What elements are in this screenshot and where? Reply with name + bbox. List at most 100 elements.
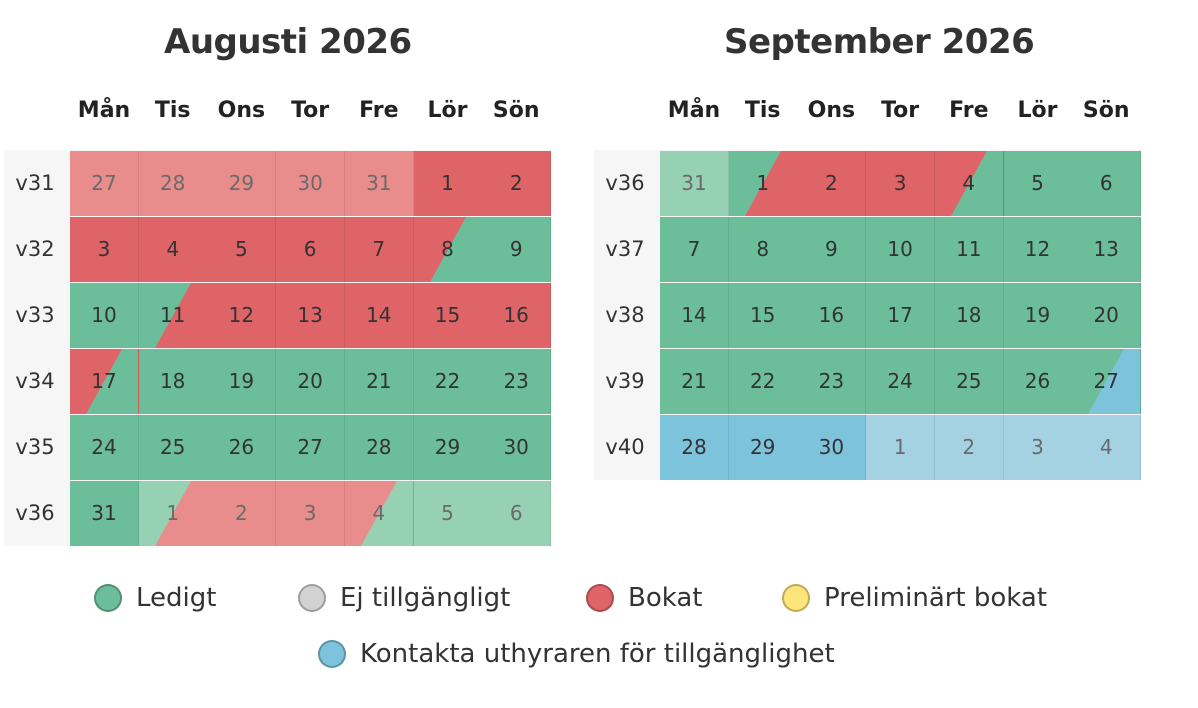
day-cell[interactable]: 27 [276, 415, 346, 480]
day-cell[interactable]: 24 [70, 415, 139, 480]
changeover-split-icon [360, 481, 413, 546]
day-number: 1 [166, 501, 180, 525]
day-number: 1 [756, 171, 770, 195]
day-cell[interactable]: 8 [413, 217, 483, 282]
day-cell[interactable]: 22 [413, 349, 483, 414]
day-cell[interactable]: 28 [344, 415, 414, 480]
day-cell[interactable]: 18 [934, 283, 1004, 348]
month-title: September 2026 [724, 22, 1035, 62]
day-cell[interactable]: 17 [70, 349, 139, 414]
day-cell[interactable]: 2 [207, 481, 277, 546]
day-cell[interactable]: 12 [207, 283, 277, 348]
day-cell[interactable]: 1 [866, 415, 936, 480]
day-cell[interactable]: 16 [482, 283, 552, 348]
day-cell[interactable]: 12 [1003, 217, 1073, 282]
day-cell[interactable]: 16 [797, 283, 867, 348]
day-number: 25 [159, 435, 186, 459]
day-cell[interactable]: 4 [934, 151, 1004, 216]
day-cell[interactable]: 3 [70, 217, 139, 282]
day-cell[interactable]: 1 [413, 151, 483, 216]
day-cell[interactable]: 28 [660, 415, 729, 480]
day-cell[interactable]: 2 [934, 415, 1004, 480]
day-cell[interactable]: 31 [344, 151, 414, 216]
day-number: 4 [962, 171, 976, 195]
day-cell[interactable]: 5 [207, 217, 277, 282]
changeover-split-icon [86, 349, 138, 414]
day-cell[interactable]: 14 [660, 283, 729, 348]
day-number: 12 [228, 303, 255, 327]
day-number: 15 [434, 303, 461, 327]
day-cell[interactable]: 5 [1003, 151, 1073, 216]
day-cell[interactable]: 27 [1072, 349, 1142, 414]
day-cell[interactable]: 23 [482, 349, 552, 414]
day-number: 14 [366, 303, 392, 327]
day-cell[interactable]: 3 [276, 481, 346, 546]
day-cell[interactable]: 18 [138, 349, 208, 414]
day-cell[interactable]: 7 [344, 217, 414, 282]
day-cell[interactable]: 31 [70, 481, 139, 546]
day-number: 17 [887, 303, 913, 327]
day-number: 4 [372, 501, 386, 525]
day-cell[interactable]: 26 [207, 415, 277, 480]
day-number: 21 [681, 369, 707, 393]
day-cell[interactable]: 19 [1003, 283, 1073, 348]
day-cell[interactable]: 19 [207, 349, 277, 414]
day-cell[interactable]: 13 [276, 283, 346, 348]
day-cell[interactable]: 13 [1072, 217, 1142, 282]
day-number: 1 [893, 435, 907, 459]
day-cell[interactable]: 6 [1072, 151, 1142, 216]
day-cell[interactable]: 6 [276, 217, 346, 282]
day-cell[interactable]: 8 [728, 217, 798, 282]
day-cell[interactable]: 2 [482, 151, 552, 216]
day-cell[interactable]: 10 [866, 217, 936, 282]
day-cell[interactable]: 4 [344, 481, 414, 546]
day-cell[interactable]: 14 [344, 283, 414, 348]
day-cell[interactable]: 3 [866, 151, 936, 216]
day-cell[interactable]: 2 [797, 151, 867, 216]
day-cell[interactable]: 29 [413, 415, 483, 480]
week-number: v36 [15, 501, 55, 525]
legend-label: Ej tillgängligt [340, 583, 511, 613]
week-number: v32 [15, 237, 55, 261]
day-cell[interactable]: 20 [1072, 283, 1142, 348]
weekday-header: Ons [217, 98, 266, 123]
day-cell[interactable]: 4 [1072, 415, 1142, 480]
day-number: 10 [91, 303, 117, 327]
day-cell[interactable]: 5 [413, 481, 483, 546]
day-number: 25 [956, 369, 982, 393]
day-cell[interactable]: 17 [866, 283, 936, 348]
day-cell[interactable]: 24 [866, 349, 936, 414]
day-cell[interactable]: 28 [138, 151, 208, 216]
day-cell[interactable]: 23 [797, 349, 867, 414]
day-cell[interactable]: 31 [660, 151, 729, 216]
day-cell[interactable]: 21 [660, 349, 729, 414]
weekday-header: Fre [359, 98, 399, 123]
day-cell[interactable]: 30 [482, 415, 552, 480]
day-cell[interactable]: 26 [1003, 349, 1073, 414]
day-cell[interactable]: 29 [207, 151, 277, 216]
day-cell[interactable]: 1 [728, 151, 798, 216]
day-cell[interactable]: 7 [660, 217, 729, 282]
day-cell[interactable]: 27 [70, 151, 139, 216]
day-cell[interactable]: 25 [934, 349, 1004, 414]
day-cell[interactable]: 4 [138, 217, 208, 282]
day-cell[interactable]: 1 [138, 481, 208, 546]
day-cell[interactable]: 29 [728, 415, 798, 480]
day-cell[interactable]: 11 [138, 283, 208, 348]
day-cell[interactable]: 15 [413, 283, 483, 348]
day-cell[interactable]: 22 [728, 349, 798, 414]
day-cell[interactable]: 6 [482, 481, 552, 546]
day-cell[interactable]: 20 [276, 349, 346, 414]
day-cell[interactable]: 30 [797, 415, 867, 480]
day-cell[interactable]: 11 [934, 217, 1004, 282]
day-cell[interactable]: 21 [344, 349, 414, 414]
day-cell[interactable]: 15 [728, 283, 798, 348]
contact-status-dot-icon [318, 640, 346, 668]
day-cell[interactable]: 30 [276, 151, 346, 216]
day-cell[interactable]: 3 [1003, 415, 1073, 480]
day-cell[interactable]: 9 [797, 217, 867, 282]
day-number: 19 [1024, 303, 1051, 327]
day-cell[interactable]: 9 [482, 217, 552, 282]
day-cell[interactable]: 25 [138, 415, 208, 480]
day-cell[interactable]: 10 [70, 283, 139, 348]
